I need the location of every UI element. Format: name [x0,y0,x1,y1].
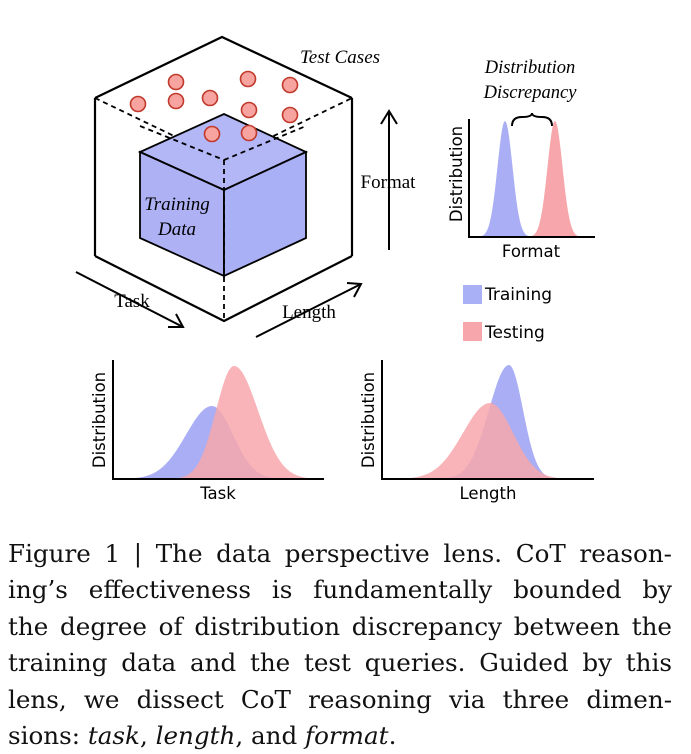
format-axis-arrow [380,109,398,250]
caption-line-2: ing’s effectiveness is fundamentally bou… [8,575,672,605]
task-chart-ylabel: Distribution [90,372,109,468]
test-case-point [281,76,299,94]
caption-format-term: format [305,721,389,751]
length-distribution-chart: Distribution Length [359,360,594,503]
test-case-point [129,95,147,113]
discrepancy-title-line2: Discrepancy [483,83,578,103]
cube-bottom-edges [94,255,353,323]
format-chart-xlabel: Format [502,242,561,261]
length-chart-xlabel: Length [460,484,517,503]
test-case-point [240,101,258,119]
length-axis-arrow [255,282,363,338]
task-distribution-chart: Distribution Task [90,360,324,503]
caption-task-term: task [87,721,140,751]
training-data-label-line1: Training [144,194,209,215]
caption-line-1: Figure 1 | The data perspective lens. Co… [8,539,672,568]
test-case-point [201,89,219,107]
caption-line-3: the degree of distribution discrepancy b… [8,611,672,641]
legend-testing-label: Testing [484,323,545,343]
test-case-points [129,70,299,143]
test-case-point [281,106,299,124]
task-testing-curve [114,366,320,479]
test-case-point [167,73,185,91]
legend-training-swatch [463,285,482,304]
length-testing-curve [383,403,590,479]
figure-1: Test Cases Training Data Format Task Len… [75,35,595,503]
legend-testing-swatch [463,322,482,341]
format-axis-label: Format [361,172,417,193]
format-training-curve [470,121,540,237]
caption-line-6: sions: task, length, and format. [8,721,397,751]
task-axis-label: Task [114,291,150,312]
format-testing-curve [520,121,595,237]
training-cube-right [223,150,307,278]
length-axis-label: Length [282,302,336,323]
test-case-point [239,70,257,88]
caption-line-4: training data and the test queries. Guid… [8,648,672,678]
figure-caption: Figure 1 | The data perspective lens. Co… [8,536,672,754]
data-cube [93,35,354,323]
training-data-label-line2: Data [157,219,196,240]
cube-back-top-edges [94,35,353,99]
task-chart-xlabel: Task [199,484,236,503]
task-axis-arrow [75,271,185,328]
cube-hidden-edges [94,97,353,321]
caption-line-5: lens, we dissect CoT reasoning via three… [8,684,672,714]
caption-length-term: length [155,721,236,751]
format-distribution-chart: Distribution Discrepancy Distribution Fo… [447,58,595,261]
length-chart-ylabel: Distribution [359,372,378,468]
legend-training-label: Training [484,285,552,305]
format-chart-ylabel: Distribution [447,126,466,222]
test-cases-label: Test Cases [300,47,380,68]
test-case-point [167,92,185,110]
legend: Training Testing [463,285,552,343]
discrepancy-brace [511,112,553,127]
discrepancy-title-line1: Distribution [484,58,575,78]
training-data-cube [137,113,309,278]
test-case-point [240,124,258,142]
test-case-point [203,125,221,143]
